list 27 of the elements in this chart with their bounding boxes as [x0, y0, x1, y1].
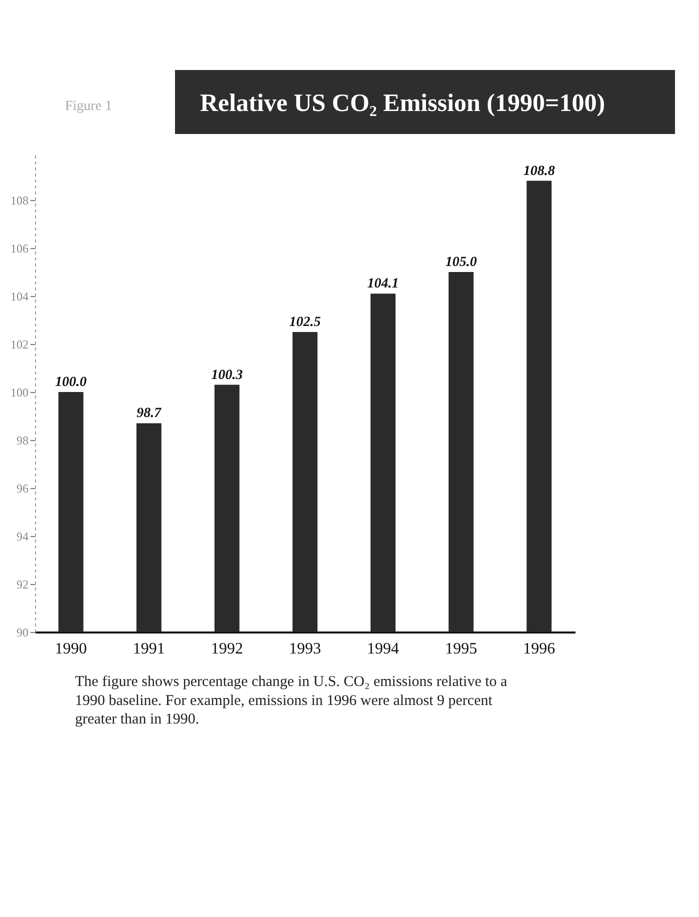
- x-tick-label: 1990: [54, 640, 87, 658]
- data-label: 105.0: [445, 255, 477, 270]
- y-tick-label: 96: [16, 482, 28, 496]
- data-label: 108.8: [523, 164, 555, 179]
- data-label: 100.0: [55, 375, 87, 390]
- y-tick-label: 104: [10, 290, 28, 304]
- y-tick-label: 106: [10, 242, 28, 256]
- y-tick-label: 100: [10, 386, 28, 400]
- x-tick-label: 1993: [289, 640, 321, 658]
- x-tick-label: 1991: [132, 640, 165, 658]
- chart-title: Relative US CO₂ Emission (1990=100): [200, 90, 606, 117]
- y-tick-label: 108: [10, 194, 28, 208]
- data-label: 104.1: [367, 276, 399, 292]
- x-tick-label: 1995: [445, 640, 478, 658]
- y-tick-label: 102: [10, 338, 28, 352]
- x-tick-label: 1992: [210, 640, 243, 658]
- data-label: 100.3: [211, 368, 243, 383]
- y-tick-label: 94: [16, 530, 28, 544]
- caption: Figure 1: [65, 99, 112, 114]
- text: The figure shows percentage change in U.S. CO₂ emissions relative to a 1990 baseline. For example, emissions in 1996 were almost 9 percent greater than in 1990.: [75, 674, 508, 728]
- data-label: 98.7: [136, 406, 162, 422]
- y-tick-label: 98: [16, 434, 28, 448]
- y-tick-label: 90: [16, 626, 28, 640]
- x-tick-label: 1994: [367, 640, 400, 658]
- y-tick-label: 92: [16, 578, 28, 592]
- data-label: 102.5: [289, 315, 321, 330]
- x-tick-label: 1996: [523, 640, 556, 658]
